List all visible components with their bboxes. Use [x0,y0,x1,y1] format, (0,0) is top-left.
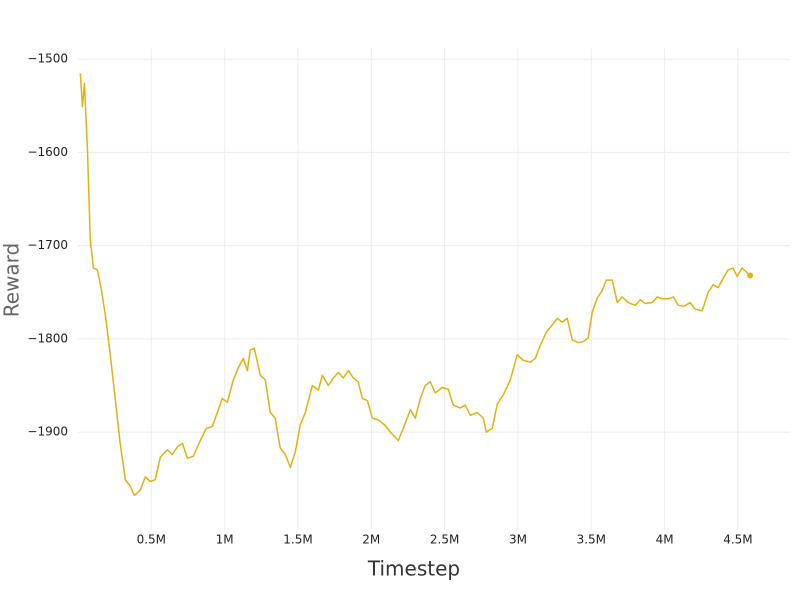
y-tick-label: −1600 [27,145,68,159]
y-axis-title: Reward [0,243,24,317]
x-tick-label: 3.5M [577,533,606,547]
x-tick-label: 4M [656,533,674,547]
end-marker [747,272,754,279]
x-tick-label: 2.5M [430,533,459,547]
y-tick-label: −1700 [27,238,68,252]
y-tick-label: −1900 [27,425,68,439]
y-tick-label: −1500 [27,52,68,66]
y-tick-label: −1800 [27,331,68,345]
x-tick-label: 1.5M [283,533,312,547]
x-tick-label: 1M [216,533,234,547]
line [79,73,751,497]
x-tick-label: 0.5M [137,533,166,547]
x-tick-label: 4.5M [723,533,752,547]
x-tick-label: 3M [509,533,527,547]
x-axis-title: Timestep [367,557,460,581]
x-tick-label: 2M [362,533,380,547]
